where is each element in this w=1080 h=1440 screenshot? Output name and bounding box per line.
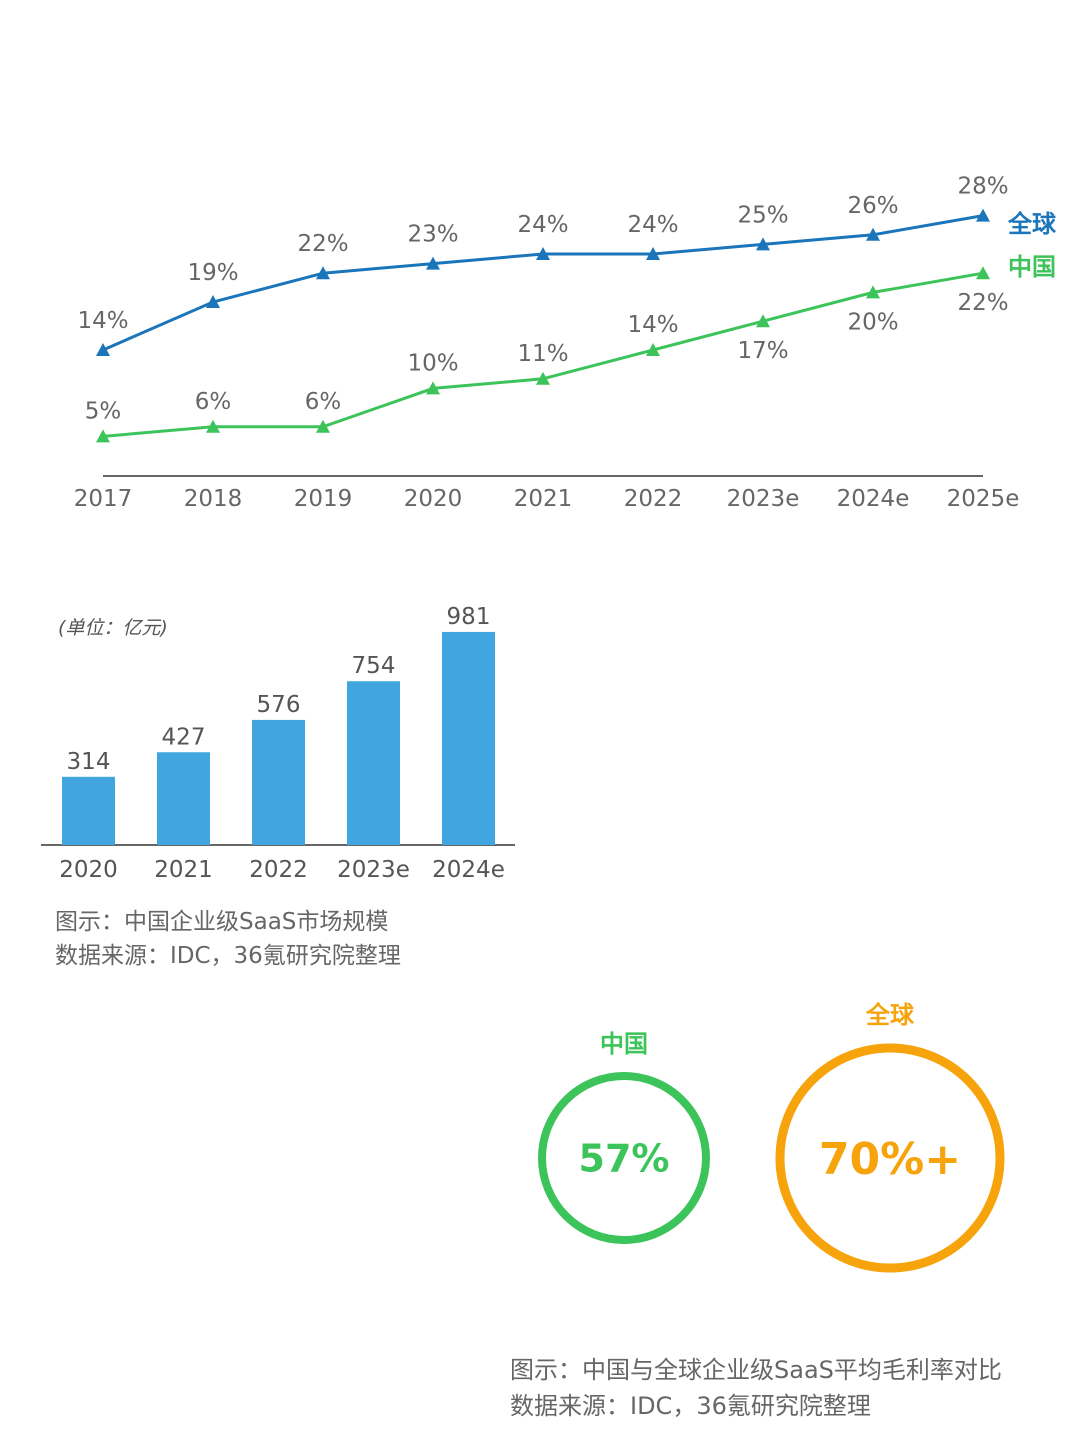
line-point-marker bbox=[316, 266, 330, 280]
line-data-label: 20% bbox=[847, 309, 898, 335]
line-data-label: 22% bbox=[297, 231, 348, 257]
bar-value-label: 981 bbox=[447, 604, 491, 630]
bar-chart-unit-note: (单位：亿元) bbox=[58, 617, 168, 639]
line-x-tick-label: 2023e bbox=[727, 486, 800, 512]
line-data-label: 17% bbox=[737, 338, 788, 364]
line-data-label: 19% bbox=[187, 260, 238, 286]
bar-2024e bbox=[442, 631, 495, 845]
bar-x-tick-label: 2020 bbox=[59, 857, 118, 883]
line-data-label: 11% bbox=[517, 341, 568, 367]
line-x-tick-label: 2021 bbox=[514, 486, 573, 512]
line-point-marker bbox=[206, 295, 220, 308]
series-legend-label: 中国 bbox=[1008, 253, 1056, 281]
line-x-tick-label: 2019 bbox=[294, 486, 353, 512]
bar-value-label: 427 bbox=[162, 724, 206, 750]
line-data-label: 22% bbox=[957, 290, 1008, 316]
line-data-label: 6% bbox=[305, 389, 342, 415]
line-point-marker bbox=[646, 343, 660, 356]
line-point-marker bbox=[96, 343, 110, 356]
line-data-label: 10% bbox=[407, 350, 458, 376]
line-data-label: 25% bbox=[737, 202, 788, 228]
growth-rate-line-chart: 2017 2018 2019 2020 2021 2022 2023e 2024e 2025e 1… bbox=[74, 174, 1057, 512]
line-x-tick-label: 2020 bbox=[404, 486, 463, 512]
line-point-marker bbox=[206, 419, 220, 433]
line-point-marker bbox=[426, 381, 440, 395]
line-point-marker bbox=[866, 285, 880, 299]
donut-ring-global bbox=[775, 1043, 1005, 1273]
bar-2020 bbox=[62, 776, 115, 845]
line-data-label: 14% bbox=[627, 312, 678, 338]
bar-2022 bbox=[252, 719, 305, 845]
line-x-tick-label: 2017 bbox=[74, 486, 133, 512]
line-point-marker bbox=[536, 371, 550, 385]
line-data-label: 24% bbox=[627, 212, 678, 238]
bar-x-tick-label: 2023e bbox=[337, 857, 410, 883]
bar-value-label: 576 bbox=[257, 692, 301, 718]
bar-chart-caption: 图示：中国企业级SaaS市场规模 数据来源：IDC，36氪研究院整理 bbox=[55, 905, 401, 973]
market-size-bar-chart: (单位：亿元) 314 2020 427 2021 576 2022 754 2023e 981… bbox=[41, 604, 515, 883]
bar-x-tick-label: 2021 bbox=[154, 857, 213, 883]
line-point-marker bbox=[536, 247, 550, 260]
line-x-tick-label: 2018 bbox=[184, 486, 243, 512]
bar-x-tick-label: 2022 bbox=[249, 857, 308, 883]
donut-caption-title: 图示：中国与全球企业级SaaS平均毛利率对比 bbox=[510, 1356, 1002, 1384]
donut-name-label: 全球 bbox=[865, 1001, 915, 1029]
line-point-marker bbox=[756, 314, 770, 328]
donut-ring-china bbox=[538, 1072, 710, 1244]
series-legend-label: 全球 bbox=[1007, 210, 1057, 238]
line-point-marker bbox=[756, 237, 770, 251]
donut-value-label: 57% bbox=[579, 1137, 670, 1181]
line-point-marker bbox=[866, 227, 880, 241]
donut-value-label: 70%+ bbox=[819, 1134, 961, 1185]
line-data-label: 24% bbox=[517, 212, 568, 238]
bar-caption-source: 数据来源：IDC，36氪研究院整理 bbox=[55, 943, 401, 969]
line-point-marker bbox=[976, 208, 990, 222]
bar-value-label: 314 bbox=[67, 749, 111, 775]
line-point-marker bbox=[426, 256, 440, 270]
line-data-label: 6% bbox=[195, 389, 232, 415]
line-data-label: 5% bbox=[85, 398, 122, 424]
bar-2021 bbox=[157, 752, 210, 845]
line-point-marker bbox=[316, 419, 330, 433]
line-point-marker bbox=[976, 266, 990, 280]
line-point-marker bbox=[646, 247, 660, 260]
donut-name-label: 中国 bbox=[600, 1030, 648, 1058]
line-x-tick-label: 2022 bbox=[624, 486, 683, 512]
line-data-label: 14% bbox=[77, 308, 128, 334]
bar-x-tick-label: 2024e bbox=[432, 857, 505, 883]
donut-caption-source: 数据来源：IDC，36氪研究院整理 bbox=[510, 1392, 871, 1420]
bar-caption-title: 图示：中国企业级SaaS市场规模 bbox=[55, 909, 389, 935]
line-x-tick-label: 2025e bbox=[947, 486, 1020, 512]
gross-margin-donut-comparison: 57% 中国 70%+ 全球 bbox=[538, 1001, 1005, 1273]
line-point-marker bbox=[96, 429, 110, 443]
line-data-label: 23% bbox=[407, 222, 458, 248]
line-x-tick-label: 2024e bbox=[837, 486, 910, 512]
bar-value-label: 754 bbox=[352, 653, 396, 679]
line-data-label: 26% bbox=[847, 193, 898, 219]
line-data-label: 28% bbox=[957, 174, 1008, 200]
donut-chart-caption: 图示：中国与全球企业级SaaS平均毛利率对比 数据来源：IDC，36氪研究院整理 bbox=[510, 1352, 1002, 1424]
bar-2023e bbox=[347, 681, 400, 845]
